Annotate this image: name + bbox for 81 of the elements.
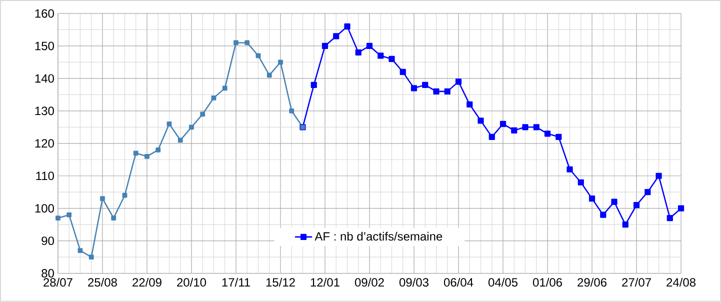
point [410,85,418,92]
point [511,127,518,134]
point [322,43,328,50]
point [344,24,350,30]
x-tick-label: 24/08 [666,278,696,287]
point [133,150,138,156]
point [256,53,261,58]
point [678,205,684,212]
point [66,212,72,218]
x-tick-label: 04/05 [488,278,518,287]
y-tick-label: 90 [42,236,54,246]
y-tick-label: 140 [35,74,54,83]
point [333,33,340,40]
point [422,82,428,88]
point [478,118,484,124]
point [122,193,128,198]
point [111,216,116,221]
point [600,212,606,218]
y-tick-label: 120 [35,139,54,148]
point [455,78,462,85]
point [211,96,216,100]
point [56,216,60,221]
point [289,108,294,114]
y-tick-label: 150 [35,42,54,50]
point [622,222,628,228]
point [366,43,373,50]
y-tick-label: 80 [42,269,54,278]
x-tick-label: 20/10 [177,278,206,287]
point [244,40,250,46]
point [278,60,283,65]
x-tick-label: 27/07 [622,278,651,287]
x-tick-label: 28/07 [44,278,72,287]
y-tick-label: 130 [35,106,54,116]
x-tick-label: 09/03 [399,278,428,287]
x-tick-label: 06/04 [444,278,474,287]
point [656,172,662,180]
y-tick-label: 100 [35,204,54,213]
point [444,88,450,95]
point [222,86,228,91]
x-tick-label: 01/06 [532,278,562,287]
x-tick-label: 15/12 [266,278,295,287]
point [588,196,596,202]
legend-label: AF : nb d’actifs/semaine [314,232,442,241]
point [522,124,528,130]
point [566,166,573,173]
point [266,72,272,78]
x-tick-label: 09/02 [354,278,384,287]
point [100,196,105,202]
point [400,69,406,76]
x-tick-label: 22/09 [132,278,162,287]
point [78,248,83,254]
x-tick-label: 29/06 [578,278,606,287]
point [178,138,183,143]
point [500,120,506,128]
point [378,52,384,59]
point [533,124,540,130]
y-tick-label: 160 [35,9,54,18]
point [144,154,150,159]
x-tick-label: 25/08 [88,278,117,287]
point [189,124,194,130]
point [88,254,94,260]
point [310,82,317,88]
point [666,215,673,222]
point [388,56,395,62]
point [578,179,584,186]
point [556,134,562,140]
point [466,101,473,108]
point [611,198,618,206]
point [544,130,551,137]
point [166,122,172,126]
y-tick-label: 110 [36,172,54,180]
point [488,134,495,140]
x-tick-label: 17/11 [222,278,250,287]
point [156,148,161,152]
point [200,112,206,117]
point [433,88,440,95]
point [355,50,362,56]
x-tick-label: 12/01 [310,278,340,287]
point [633,202,640,208]
point [644,189,651,196]
point [234,40,238,46]
